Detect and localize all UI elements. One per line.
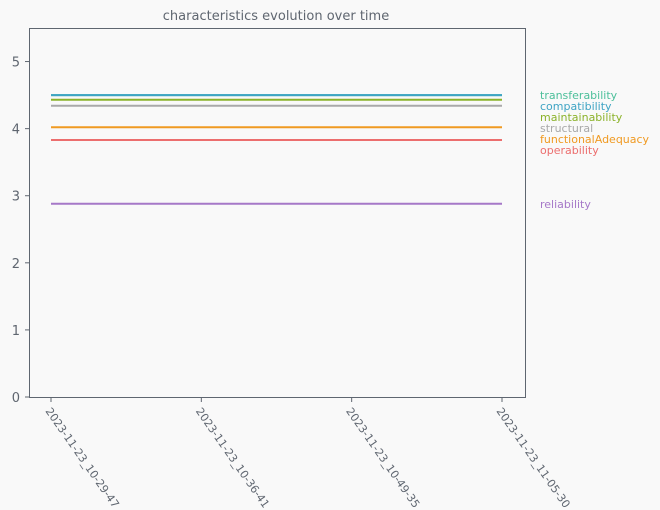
plot-area xyxy=(29,28,526,398)
legend-label-operability: operability xyxy=(540,144,599,157)
x-axis: 2023-11-23_10-29-47 2023-11-23_10-36-41 20… xyxy=(43,397,573,510)
y-tick-label: 5 xyxy=(12,56,20,71)
x-tick-label: 2023-11-23_11-05-30 xyxy=(494,405,573,510)
y-tick-label: 2 xyxy=(12,257,20,272)
y-tick-label: 1 xyxy=(12,324,20,339)
series-lines xyxy=(51,94,502,205)
y-tick-label: 3 xyxy=(12,190,20,205)
y-axis: 0 1 2 3 4 5 xyxy=(12,56,30,406)
x-tick-label: 2023-11-23_10-29-47 xyxy=(43,405,122,510)
y-tick-label: 4 xyxy=(12,123,20,138)
legend-label-transferability: transferability xyxy=(540,89,618,102)
x-tick-label: 2023-11-23_10-36-41 xyxy=(193,405,272,510)
y-tick-label: 0 xyxy=(12,391,20,406)
legend: transferabilitycompatibilitymaintainabil… xyxy=(540,89,650,211)
x-tick-label: 2023-11-23_10-49-35 xyxy=(343,405,422,510)
legend-label-functionalAdequacy: functionalAdequacy xyxy=(540,133,650,146)
legend-label-reliability: reliability xyxy=(540,198,591,211)
legend-label-maintainability: maintainability xyxy=(540,111,623,124)
legend-label-structural: structural xyxy=(540,122,593,135)
legend-label-compatibility: compatibility xyxy=(540,100,612,113)
chart-title: characteristics evolution over time xyxy=(163,9,389,24)
